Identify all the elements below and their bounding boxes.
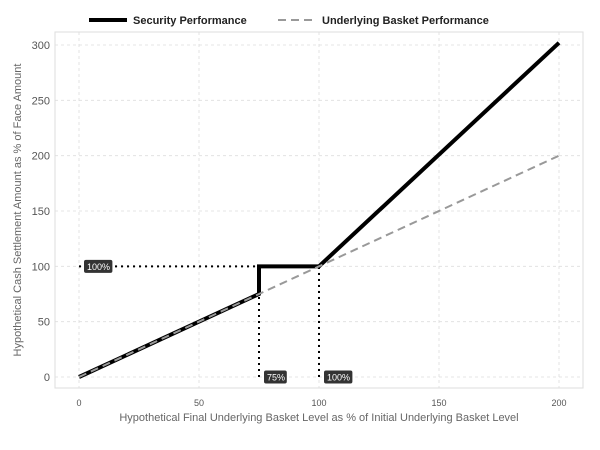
x-axis-title: Hypothetical Final Underlying Basket Lev…: [119, 412, 518, 424]
annotations: 100% 75% 100%: [84, 259, 353, 384]
y-axis-ticks: 0 50 100 150 200 250 300: [32, 40, 50, 384]
x-axis-ticks: 0 50 100 150 200: [76, 398, 566, 408]
series-line-underlying-basket-performance: [78, 154, 560, 378]
y-tick-label: 150: [32, 206, 50, 218]
y-axis-title: Hypothetical Cash Settlement Amount as %…: [12, 64, 24, 357]
x-tick-label: 200: [551, 398, 566, 408]
y-tick-label: 100: [32, 261, 50, 273]
annotation-box: [84, 259, 113, 273]
legend-label-security-performance: Security Performance: [133, 15, 247, 27]
annotation-box: [324, 370, 353, 384]
x-tick-label: 50: [194, 398, 204, 408]
x-tick-label: 150: [431, 398, 446, 408]
annotation-text: 100%: [327, 373, 350, 383]
y-tick-label: 50: [38, 317, 50, 329]
x-tick-label: 100: [311, 398, 326, 408]
annotation-label: 75%: [264, 370, 287, 384]
legend-label-underlying-basket-performance: Underlying Basket Performance: [322, 15, 489, 27]
y-tick-label: 0: [44, 372, 50, 384]
annotation-text: 100%: [87, 262, 110, 272]
annotation-label: 100%: [84, 259, 113, 273]
annotation-text: 75%: [267, 373, 285, 383]
series: [78, 41, 561, 379]
x-tick-label: 0: [76, 398, 81, 408]
y-tick-label: 300: [32, 40, 50, 52]
y-tick-label: 250: [32, 95, 50, 107]
annotation-box: [264, 370, 287, 384]
annotation-label: 100%: [324, 370, 353, 384]
legend: Security Performance Underlying Basket P…: [89, 15, 489, 27]
y-tick-label: 200: [32, 151, 50, 163]
